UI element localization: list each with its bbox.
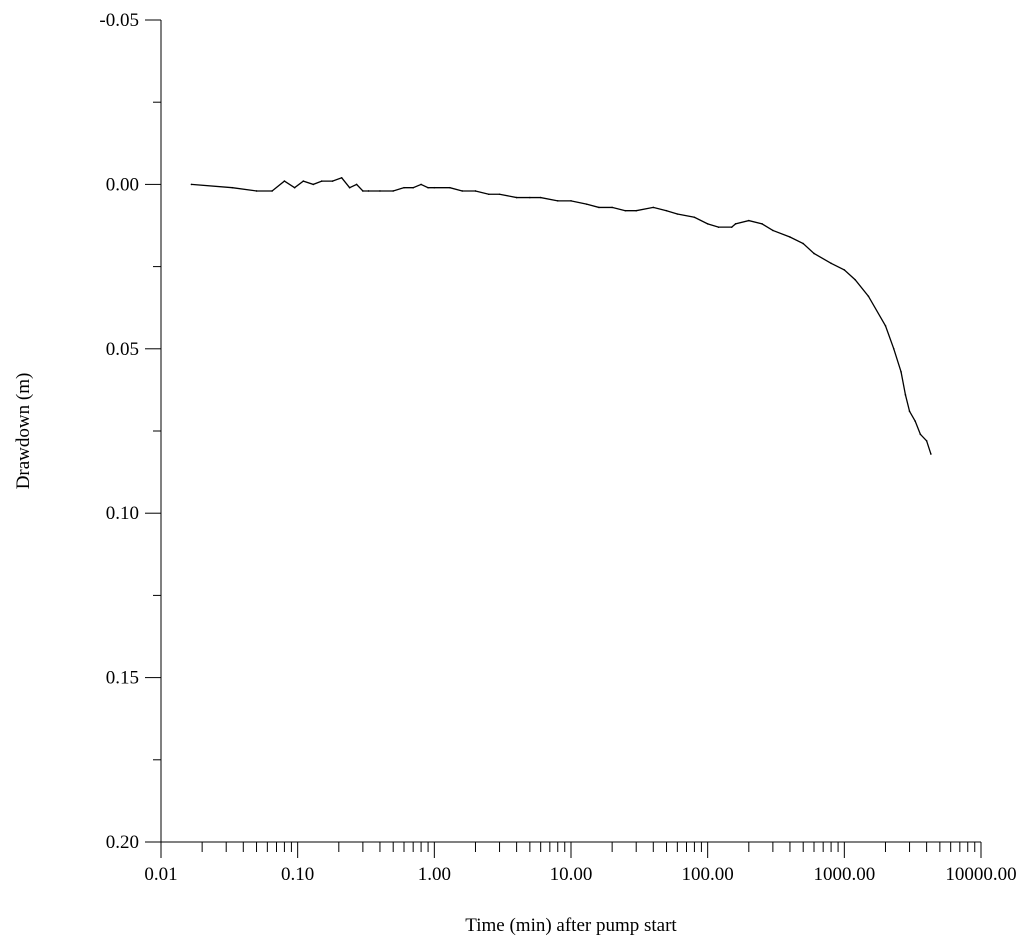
data-point: [498, 193, 501, 196]
data-point: [598, 206, 600, 209]
data-point: [854, 278, 856, 281]
data-point: [802, 242, 804, 245]
data-point: [283, 180, 286, 182]
x-tick-label: 0.01: [144, 864, 177, 885]
data-point: [255, 190, 258, 192]
x-tick-label: 100.00: [682, 864, 734, 885]
data-point: [585, 203, 588, 205]
data-point: [676, 213, 679, 215]
data-point: [624, 209, 627, 212]
data-point: [570, 200, 572, 202]
data-point: [403, 186, 405, 189]
data-point: [556, 200, 559, 202]
y-tick-label: 0.00: [106, 174, 139, 195]
axes: [160, 20, 981, 843]
data-point: [900, 371, 902, 373]
y-tick-label: 0.10: [106, 503, 139, 524]
data-point: [312, 183, 315, 186]
data-point: [271, 190, 273, 192]
data-point: [892, 348, 895, 350]
data-point: [908, 410, 911, 413]
ticks: -0.05 0.00 0.05 0.10 0.15 0.200.01 0.10 1.00 10.…: [99, 10, 1016, 885]
x-tick-label: 1.00: [418, 864, 451, 885]
data-point: [761, 223, 763, 225]
data-point: [449, 186, 451, 189]
data-point: [706, 223, 709, 225]
data-point: [867, 295, 870, 297]
data-point: [813, 252, 815, 255]
data-point: [427, 186, 429, 189]
data-point: [331, 180, 334, 182]
data-point: [420, 183, 422, 186]
data-point: [925, 440, 928, 442]
data-point: [693, 216, 696, 219]
data-point: [231, 186, 234, 189]
data-point: [487, 193, 490, 196]
x-tick-label: 1000.00: [813, 864, 875, 885]
data-point: [539, 196, 542, 199]
data-point: [379, 190, 381, 192]
data-point: [652, 206, 655, 209]
data-point: [789, 236, 791, 238]
data-point: [919, 433, 922, 436]
data-point: [293, 186, 296, 189]
data-point: [190, 183, 193, 186]
data-point: [884, 324, 887, 327]
x-tick-label: 10000.00: [945, 864, 1016, 885]
data-point: [730, 226, 733, 228]
data-point: [320, 180, 323, 182]
y-tick-label: 0.20: [106, 832, 139, 853]
data-point: [529, 196, 531, 199]
data-point: [748, 219, 750, 222]
data-point: [340, 177, 343, 179]
y-tick-label: 0.05: [106, 339, 139, 360]
data-point: [843, 269, 846, 271]
data-point: [734, 223, 737, 225]
data-point: [830, 262, 832, 265]
y-axis-label: Drawdown (m): [13, 373, 34, 490]
y-tick-label: -0.05: [99, 10, 139, 31]
data-point: [392, 190, 394, 192]
data-point: [348, 186, 351, 189]
series-line: [191, 177, 932, 455]
data-point: [904, 394, 907, 396]
data-point: [665, 209, 668, 212]
x-tick-label: 0.10: [281, 864, 314, 885]
x-tick-label: 10.00: [550, 864, 593, 885]
data-point: [611, 206, 613, 209]
data-point: [717, 226, 720, 228]
data-point: [772, 229, 774, 232]
data-point: [461, 190, 464, 192]
data-point: [930, 453, 932, 455]
data-point: [914, 420, 916, 422]
data-point: [635, 209, 638, 212]
data-point: [367, 190, 370, 192]
data-point: [433, 186, 436, 189]
data-point: [515, 196, 518, 199]
x-axis-label: Time (min) after pump start: [465, 915, 677, 936]
data-point: [302, 180, 305, 182]
series-layer: [190, 177, 932, 455]
data-point: [355, 183, 358, 186]
data-point: [362, 190, 364, 192]
data-point: [474, 190, 477, 192]
data-point: [412, 186, 414, 189]
y-tick-label: 0.15: [106, 668, 139, 689]
